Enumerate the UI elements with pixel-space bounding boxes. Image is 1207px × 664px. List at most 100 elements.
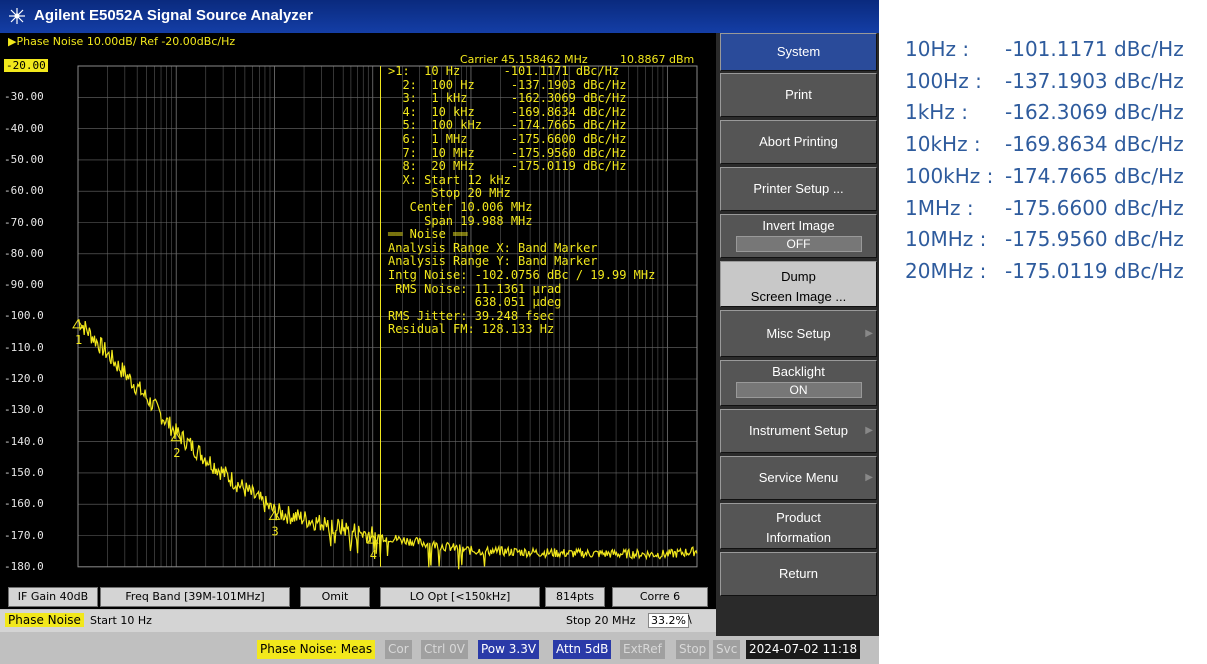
phase-noise-trace — [77, 319, 698, 570]
softkey-product-information[interactable]: Product Information — [720, 503, 877, 549]
marker-readout-line: Stop 20 MHz — [388, 186, 511, 201]
marker-readout-line: >1: 10 Hz -101.1171 dBc/Hz — [388, 64, 620, 78]
ctrl-status: Ctrl 0V — [421, 640, 469, 659]
softkey-return[interactable]: Return — [720, 552, 877, 596]
marker-readout-line: 8: 20 MHz -175.0119 dBc/Hz — [388, 159, 627, 174]
softkey-print[interactable]: Print — [720, 73, 877, 117]
marker-number: 1 — [75, 333, 82, 347]
y-axis-label: -160.0 — [4, 497, 44, 511]
value-frequency: 20MHz : — [905, 258, 987, 283]
value-frequency: 10Hz : — [905, 37, 970, 61]
progress-percent: 33.2% — [648, 613, 689, 628]
softkey-menu: System Print Abort Printing Printer Setu… — [716, 33, 879, 636]
meas-status: Phase Noise: Meas — [257, 640, 376, 659]
value-noise: -162.3069 dBc/Hz — [1005, 100, 1184, 125]
carrier-frequency: Carrier 45.158462 MHz — [460, 53, 588, 66]
value-noise: -175.9560 dBc/Hz — [1005, 227, 1184, 252]
y-axis-label: -150.0 — [4, 465, 44, 479]
marker-readout-line: Center 10.006 MHz — [388, 199, 533, 214]
marker-readout-line: 4: 10 kHz -169.8634 dBc/Hz — [388, 104, 627, 119]
softkey-dump-screen-image[interactable]: Dump Screen Image ... — [720, 261, 877, 307]
instrument-status-bar: Phase Noise: Meas Cor Ctrl 0V Pow 3.3V A… — [0, 636, 879, 664]
status-cell: Omit — [300, 587, 370, 607]
y-axis-label: -120.0 — [4, 372, 44, 385]
value-row: 10Hz : -101.1171 dBc/Hz — [905, 34, 1184, 66]
submenu-arrow-icon: ▶ — [865, 472, 873, 483]
agilent-logo-icon — [9, 8, 25, 24]
marker-readout-line: RMS Jitter: 39.248 fsec — [388, 308, 555, 323]
trace-header: ▶Phase Noise 10.00dB/ Ref -20.00dBc/Hz — [8, 35, 236, 48]
trace-markers: 1 2 3 4 — [72, 318, 379, 562]
title-bar: Agilent E5052A Signal Source Analyzer — [0, 0, 879, 33]
y-axis-label: -30.00 — [4, 90, 44, 104]
status-cell: Corre 6 — [612, 587, 708, 607]
y-axis-label: -110.0 — [4, 340, 44, 354]
status-cell: IF Gain 40dB — [8, 587, 98, 607]
cor-status: Cor — [385, 640, 412, 659]
pow-status: Pow 3.3V — [478, 640, 540, 659]
status-cell: 814pts — [545, 587, 605, 607]
softkey-service-menu[interactable]: Service Menu ▶ — [720, 456, 877, 500]
y-axis-label: -100.0 — [4, 309, 44, 323]
y-axis-label: -40.00 — [4, 121, 44, 135]
analyzer-window: Agilent E5052A Signal Source Analyzer ▶P… — [0, 0, 879, 664]
value-noise: -137.1903 dBc/Hz — [1005, 68, 1184, 93]
marker-triangle-icon — [170, 431, 183, 442]
value-row: 1kHz : -162.3069 dBc/Hz — [905, 97, 1184, 129]
marker-readout-line: RMS Noise: 11.1361 µrad — [388, 281, 562, 296]
value-frequency: 1MHz : — [905, 195, 974, 220]
value-noise: -175.6600 dBc/Hz — [1005, 195, 1184, 220]
value-frequency: 100Hz : — [905, 68, 982, 93]
softkey-instrument-setup[interactable]: Instrument Setup ▶ — [720, 409, 877, 453]
svc-status: Svc — [713, 640, 741, 659]
value-row: 10kHz : -169.8634 dBc/Hz — [905, 129, 1184, 161]
value-frequency: 10MHz : — [905, 227, 987, 252]
stop-status: Stop — [676, 640, 710, 659]
attn-status: Attn 5dB — [553, 640, 612, 659]
value-frequency: 10kHz : — [905, 132, 981, 157]
y-axis-label: -130.0 — [4, 403, 44, 417]
y-axis-label: -170.0 — [4, 528, 44, 542]
sweep-bar: Phase Noise Start 10 Hz Stop 20 MHz 33.2… — [0, 610, 716, 632]
value-noise: -169.8634 dBc/Hz — [1005, 132, 1184, 157]
mode-label[interactable]: Phase Noise — [5, 613, 84, 627]
y-axis-label: -180.0 — [4, 559, 44, 573]
y-axis-label: -70.00 — [4, 215, 44, 229]
y-axis-label: -90.00 — [4, 278, 44, 292]
softkey-backlight[interactable]: Backlight ON — [720, 360, 877, 406]
value-noise: -174.7665 dBc/Hz — [1005, 163, 1184, 188]
softkey-abort-printing[interactable]: Abort Printing — [720, 120, 877, 164]
extref-status: ExtRef — [620, 640, 665, 659]
softkey-system[interactable]: System — [720, 33, 877, 71]
value-row: 100kHz : -174.7665 dBc/Hz — [905, 161, 1184, 193]
marker-readout-line: X: Start 12 kHz — [388, 172, 511, 187]
marker-value-summary: 10Hz : -101.1171 dBc/Hz 100Hz : -137.1903 d… — [905, 34, 1184, 288]
softkey-printer-setup[interactable]: Printer Setup ... — [720, 167, 877, 211]
softkey-misc-setup[interactable]: Misc Setup ▶ — [720, 310, 877, 357]
submenu-arrow-icon: ▶ — [865, 425, 873, 436]
value-noise: -175.0119 dBc/Hz — [1005, 258, 1184, 283]
sweep-indicator: \ — [688, 613, 692, 626]
date-time: 2024-07-02 11:18 — [746, 640, 861, 659]
value-row: 1MHz : -175.6600 dBc/Hz — [905, 193, 1184, 225]
y-axis-label: -60.00 — [4, 184, 44, 198]
value-noise: -101.1171 dBc/Hz — [1005, 37, 1184, 61]
backlight-value: ON — [735, 382, 862, 398]
marker-triangle-icon — [268, 510, 281, 520]
marker-readout-line: 6: 1 MHz -175.6600 dBc/Hz — [388, 131, 627, 146]
carrier-power: 10.8867 dBm — [620, 53, 695, 66]
marker-readout-line: 3: 1 kHz -162.3069 dBc/Hz — [388, 91, 627, 106]
value-row: 20MHz : -175.0119 dBc/Hz — [905, 256, 1184, 288]
phase-noise-plot[interactable]: 1 2 3 4 — [0, 33, 716, 609]
marker-number: 3 — [271, 524, 278, 538]
marker-readout-line: Residual FM: 128.133 Hz — [388, 322, 555, 337]
marker-readout-line: 2: 100 Hz -137.1903 dBc/Hz — [388, 77, 627, 92]
marker-triangle-icon — [72, 318, 84, 329]
y-axis-label: -50.00 — [4, 152, 44, 166]
phase-noise-trace-panel[interactable]: ▶Phase Noise 10.00dB/ Ref -20.00dBc/Hz C… — [0, 33, 716, 609]
softkey-invert-image[interactable]: Invert Image OFF — [720, 214, 877, 258]
start-frequency: Start 10 Hz — [90, 614, 152, 627]
marker-triangle-icon — [366, 534, 379, 544]
marker-readout-line: Span 19.988 MHz — [388, 213, 533, 228]
marker-number: 2 — [173, 446, 180, 460]
